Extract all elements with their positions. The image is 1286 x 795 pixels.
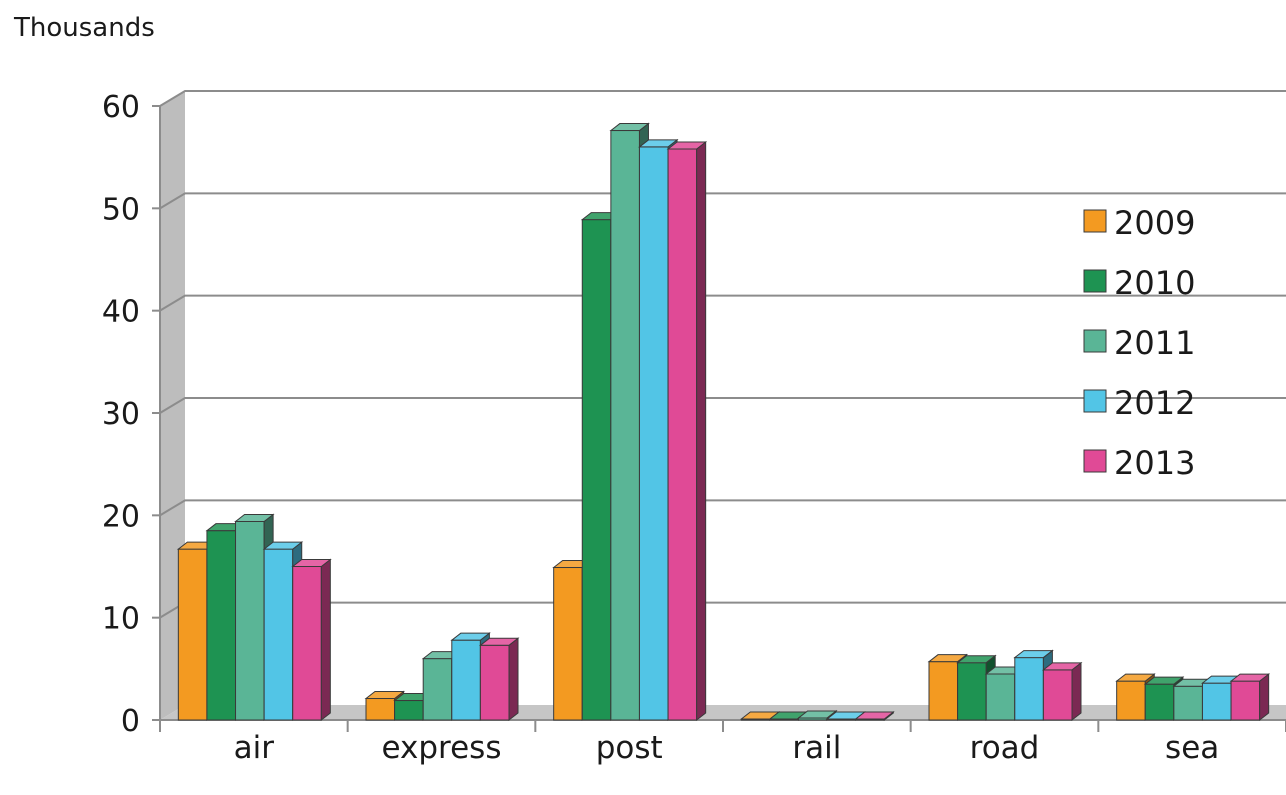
bar-top — [1041, 662, 1083, 671]
y-tick-label: 60 — [102, 90, 140, 125]
bar-front — [365, 698, 396, 721]
legend-swatch — [1083, 449, 1107, 473]
bar-side — [320, 558, 331, 722]
legend-item: 2013 — [1083, 444, 1195, 482]
legend-label: 2011 — [1114, 324, 1195, 362]
y-tick-label: 0 — [121, 704, 140, 739]
bar-top — [1229, 673, 1271, 682]
bar-front — [1144, 683, 1175, 721]
bar-top — [927, 654, 969, 663]
bar-front — [928, 661, 959, 721]
bar-top — [666, 141, 708, 150]
bar-side — [696, 140, 707, 722]
x-tick-label: sea — [1165, 730, 1219, 766]
bar-top — [609, 123, 650, 132]
bar-top — [854, 711, 895, 720]
legend: 2009 2010 2011 2012 2013 — [1083, 204, 1195, 482]
bar-front — [451, 639, 481, 721]
bar-front — [957, 662, 987, 721]
bar-side — [1259, 673, 1270, 722]
legend-swatch — [1083, 209, 1107, 233]
legend-label: 2010 — [1114, 264, 1195, 302]
bar — [666, 140, 708, 722]
bar — [1041, 661, 1083, 722]
bar — [854, 710, 895, 722]
bar-front — [263, 548, 294, 721]
bar-front — [985, 673, 1016, 721]
legend-item: 2009 — [1083, 204, 1195, 242]
bar-top — [1013, 650, 1054, 659]
legend-item: 2012 — [1083, 384, 1195, 422]
legend-label: 2013 — [1114, 444, 1195, 482]
bar-top — [234, 513, 275, 522]
axes: 0 10 20 30 40 50 60 — [102, 90, 1286, 739]
x-tick-label: road — [970, 730, 1040, 766]
bar-top — [1143, 676, 1185, 685]
axis-labels: Thousands air express post rail road sea — [13, 13, 1219, 766]
bar-front — [1230, 680, 1261, 721]
bar-top — [1115, 673, 1156, 682]
bar — [1229, 673, 1271, 722]
legend-label: 2012 — [1114, 384, 1195, 422]
y-tick-label: 40 — [102, 295, 140, 330]
bar-front — [1173, 685, 1203, 721]
bar-top — [638, 139, 679, 148]
bar — [291, 558, 332, 722]
legend-swatch — [1083, 389, 1107, 413]
bar-top — [364, 691, 406, 700]
y-tick-label: 10 — [102, 602, 140, 637]
bar-front — [667, 148, 698, 721]
x-tick-label: post — [596, 730, 663, 766]
bar-front — [292, 566, 322, 721]
x-tick-label: rail — [792, 730, 841, 766]
x-tick-label: express — [382, 730, 502, 766]
bar-front — [1201, 682, 1232, 721]
legend-item: 2010 — [1083, 264, 1195, 302]
bar-front — [422, 658, 453, 721]
bar-front — [394, 700, 424, 721]
bar-top — [262, 541, 304, 550]
gridline — [159, 90, 1286, 107]
bar — [478, 637, 520, 722]
y-tick-label: 30 — [102, 397, 140, 432]
gridline — [159, 294, 1286, 312]
bar-side — [1071, 661, 1082, 722]
bar-top — [956, 655, 997, 664]
bar-front — [479, 644, 510, 721]
bar-front — [581, 219, 612, 721]
legend-swatch — [1083, 329, 1107, 353]
bar-top — [797, 710, 838, 719]
bar-front — [235, 520, 265, 721]
legend-label: 2009 — [1114, 204, 1195, 242]
legend-swatch — [1083, 269, 1107, 293]
bar-front — [1042, 669, 1073, 721]
bar-front — [206, 530, 237, 721]
gridline — [159, 499, 1286, 517]
gridline — [159, 397, 1286, 414]
gridline — [159, 192, 1286, 210]
bar-front — [1116, 680, 1146, 721]
y-axis-unit-label: Thousands — [13, 13, 155, 43]
bars — [176, 122, 1271, 722]
bar-top — [291, 559, 332, 567]
bar-front — [638, 146, 669, 721]
x-tick-label: air — [234, 730, 275, 766]
bar-front — [553, 567, 583, 721]
legend-item: 2011 — [1083, 324, 1195, 362]
y-tick-label: 50 — [102, 192, 140, 227]
bar-side — [508, 637, 519, 722]
bar-front — [177, 548, 208, 721]
bar-top — [450, 632, 491, 641]
bar-front — [1014, 657, 1044, 721]
bar-front — [610, 130, 640, 721]
y-tick-label: 20 — [102, 499, 140, 534]
bar-top — [478, 637, 520, 646]
